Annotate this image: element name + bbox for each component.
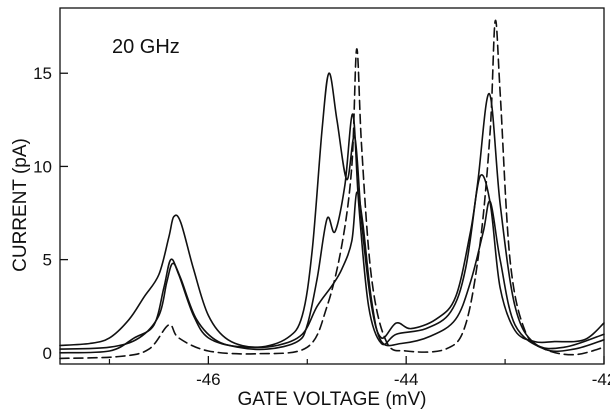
x-tick-label: -44 [394, 370, 419, 389]
y-axis-label: CURRENT (pA) [10, 138, 31, 272]
series-line-solid-1 [59, 72, 605, 349]
series-line-dashed [59, 19, 605, 360]
y-tick-label: 10 [33, 157, 52, 176]
series-lines [59, 19, 605, 360]
axis-ticks: -46 -44 -42 0 5 10 15 [33, 64, 610, 389]
plot-frame [59, 7, 605, 365]
x-tick-label: -42 [592, 370, 610, 389]
frequency-annotation: 20 GHz [112, 36, 180, 58]
x-axis-label: GATE VOLTAGE (mV) [238, 389, 427, 410]
series-line-solid-3 [59, 191, 605, 353]
series-line-solid-2 [59, 92, 605, 354]
y-tick-label: 15 [33, 64, 52, 83]
y-tick-label: 5 [43, 251, 52, 270]
y-tick-label: 0 [43, 344, 52, 363]
x-tick-label: -46 [196, 370, 221, 389]
